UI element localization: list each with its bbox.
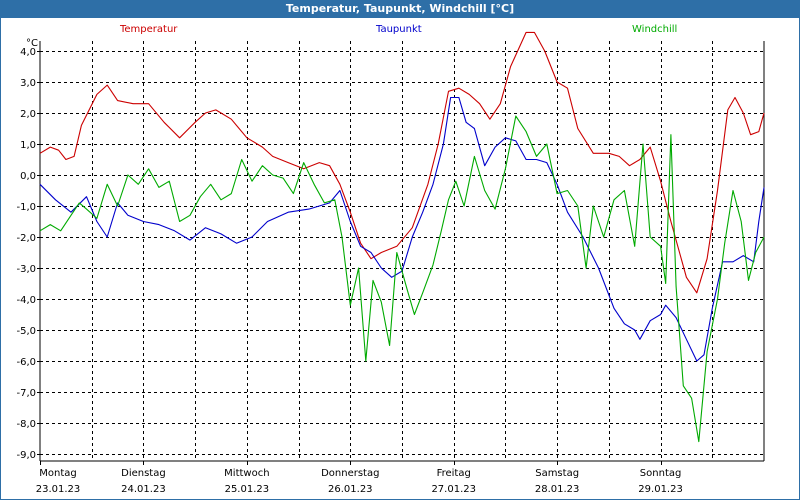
y-tick-label: -1,0 [16, 202, 36, 213]
y-tick-label: -5,0 [16, 326, 36, 337]
x-weekday-label: Dienstag [121, 468, 166, 479]
legend-taupunkt: Taupunkt [376, 24, 422, 35]
x-weekday-label: Mittwoch [224, 468, 269, 479]
y-tick-label: -9,0 [16, 450, 36, 461]
x-weekday-label: Samstag [535, 468, 579, 479]
x-date-label: 29.01.23 [638, 484, 683, 495]
series-taupunkt-line [39, 96, 765, 362]
series-windchill-line [39, 115, 765, 443]
x-date-label: 26.01.23 [328, 484, 373, 495]
y-tick-label: -2,0 [16, 233, 36, 244]
x-weekday-label: Sonntag [640, 468, 682, 479]
legend-windchill: Windchill [632, 24, 678, 35]
y-tick-label: 1,0 [20, 140, 36, 151]
y-tick-label: 4,0 [20, 47, 36, 58]
y-tick-label: -3,0 [16, 264, 36, 275]
window-title: Temperatur, Taupunkt, Windchill [°C] [0, 0, 800, 18]
x-date-label: 24.01.23 [121, 484, 166, 495]
x-date-label: 27.01.23 [431, 484, 476, 495]
y-tick-label: 3,0 [20, 78, 36, 89]
x-weekday-label: Donnerstag [321, 468, 379, 479]
x-date-label: 23.01.23 [36, 484, 81, 495]
legend-temperatur: Temperatur [120, 24, 178, 35]
y-tick-label: -4,0 [16, 295, 36, 306]
x-date-label: 28.01.23 [535, 484, 580, 495]
y-tick-label: -7,0 [16, 388, 36, 399]
y-axis-unit-label: °C [26, 38, 38, 49]
x-weekday-label: Freitag [437, 468, 471, 479]
y-tick-label: -6,0 [16, 357, 36, 368]
y-tick-label: 0,0 [20, 171, 36, 182]
y-tick-label: 2,0 [20, 109, 36, 120]
y-tick-label: -8,0 [16, 419, 36, 430]
x-date-label: 25.01.23 [225, 484, 270, 495]
x-weekday-label: Montag [39, 468, 76, 479]
series-temperatur-line [39, 31, 765, 294]
